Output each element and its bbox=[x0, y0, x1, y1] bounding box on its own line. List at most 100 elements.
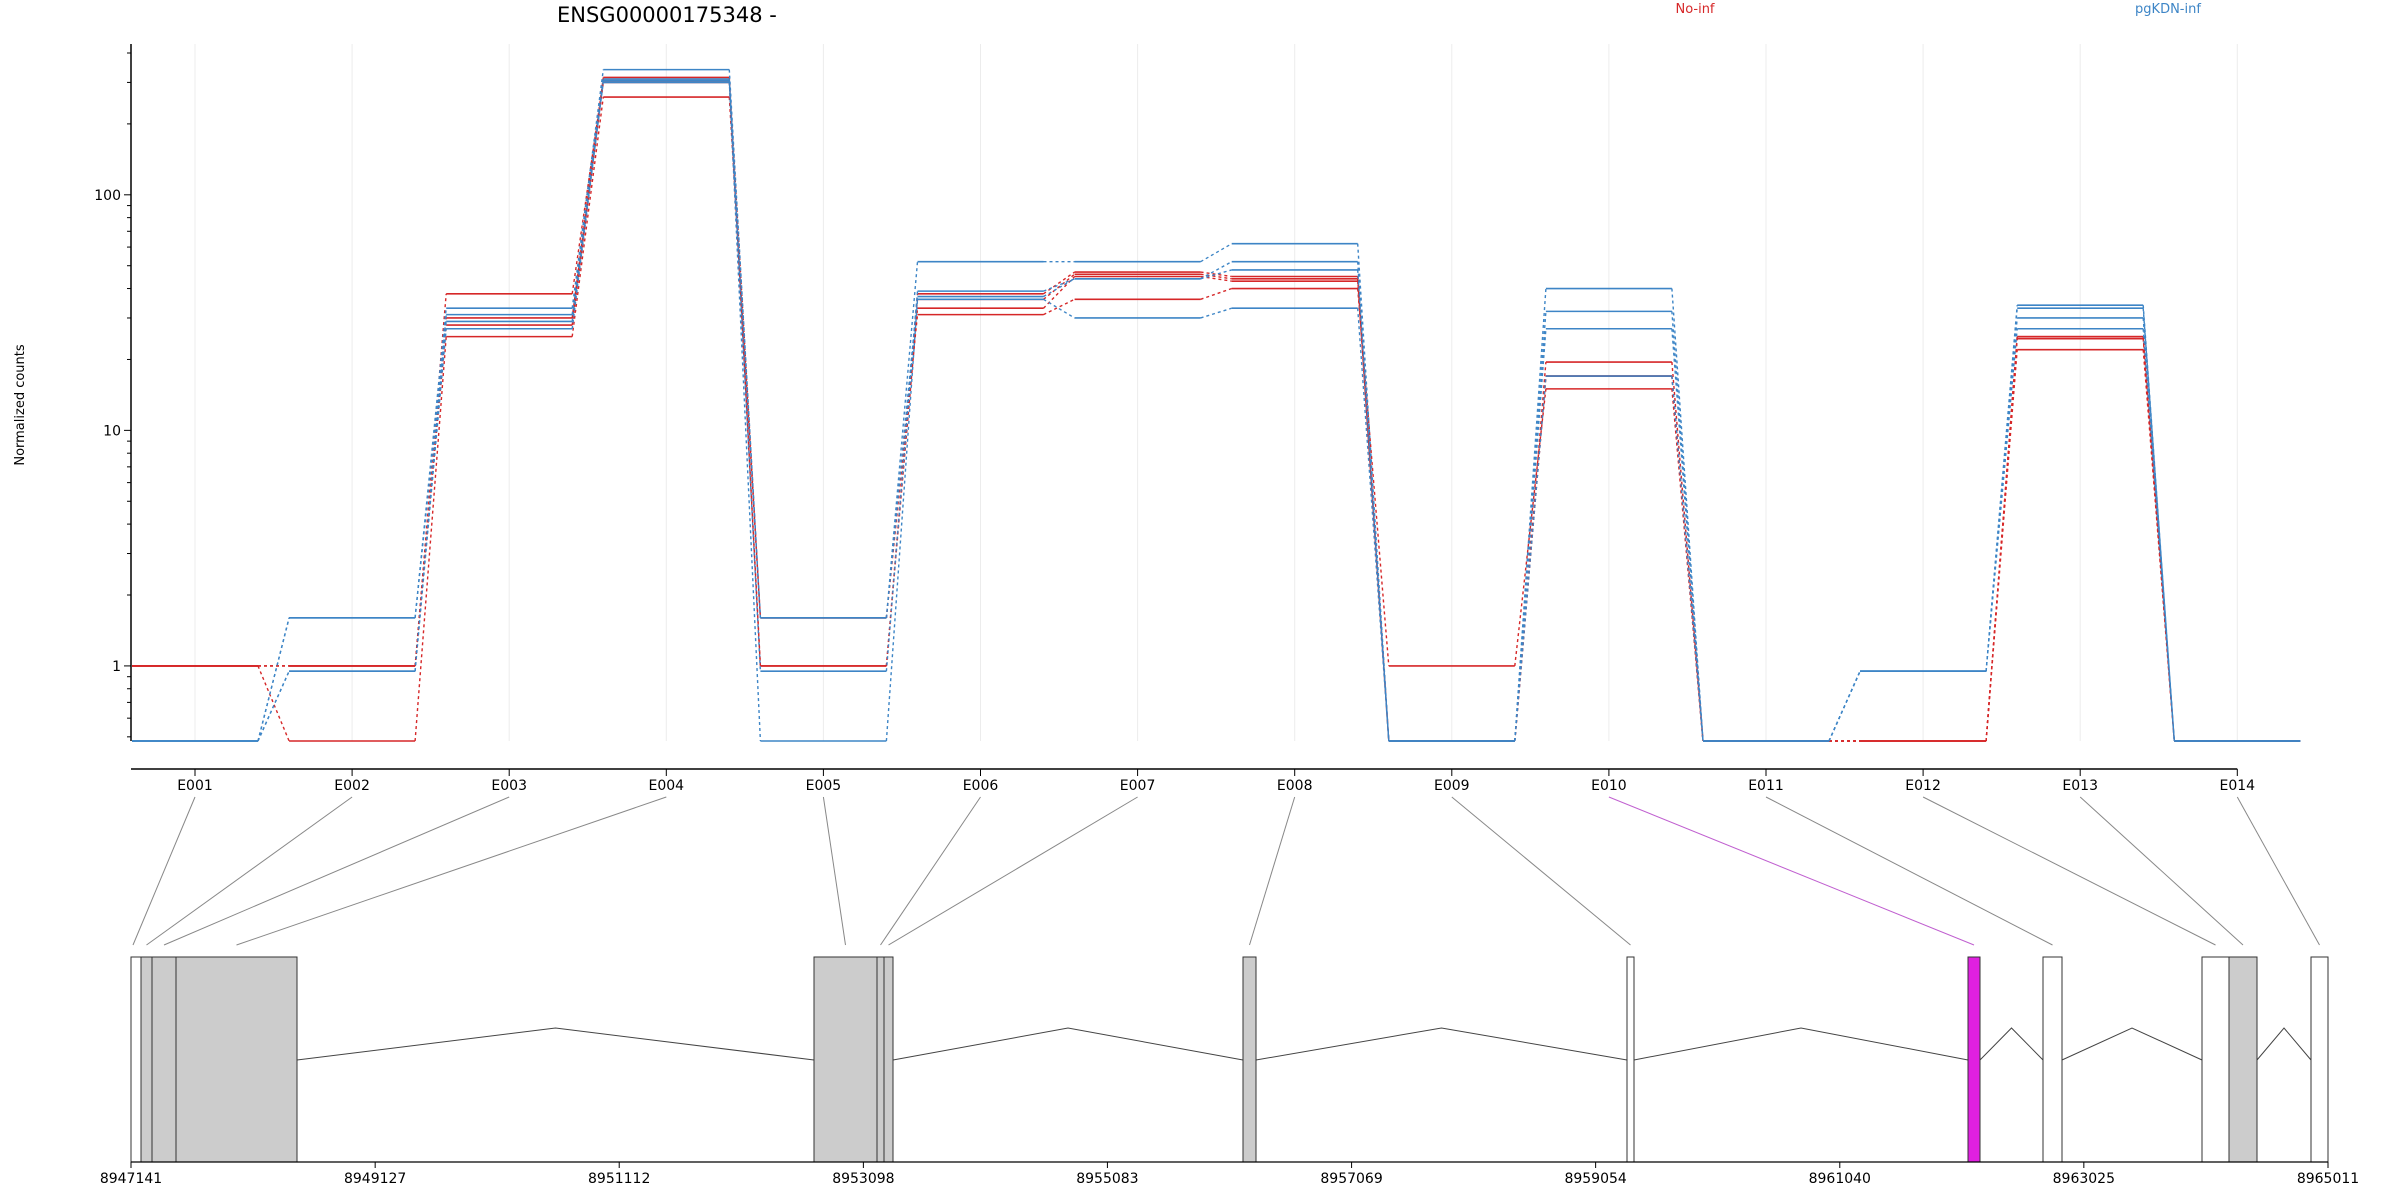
exon-connector-e013 bbox=[2079, 796, 2244, 946]
exon-box-e005 bbox=[813, 956, 878, 1163]
exon-connector-e004 bbox=[236, 796, 667, 946]
series-connector bbox=[571, 77, 604, 319]
genomic-coordinate-label: 8963025 bbox=[2053, 1171, 2115, 1187]
genomic-coordinate-label: 8951112 bbox=[588, 1171, 650, 1187]
x-tick-label-e008: E008 bbox=[1277, 778, 1313, 794]
genomic-coordinate-label: 8953098 bbox=[832, 1171, 894, 1187]
series-connector bbox=[728, 80, 762, 742]
exon-connector-e006 bbox=[880, 796, 981, 946]
y-tick-label: 10 bbox=[103, 423, 121, 439]
intron-6 bbox=[2061, 1027, 2203, 1061]
series-connector bbox=[1671, 376, 1704, 742]
series-connector bbox=[414, 321, 447, 618]
series-connector bbox=[1514, 376, 1547, 742]
series-connector bbox=[414, 317, 447, 666]
y-tick-label: 100 bbox=[94, 188, 121, 204]
series-connector bbox=[1985, 328, 2018, 672]
exon-connector-e007 bbox=[888, 796, 1138, 946]
series-5-pgkdn-inf bbox=[132, 68, 2301, 742]
intron-7 bbox=[2256, 1027, 2312, 1061]
series-connector bbox=[257, 670, 290, 742]
series-connector bbox=[1985, 338, 2018, 742]
x-tick-label-e009: E009 bbox=[1434, 778, 1470, 794]
series-connector bbox=[885, 261, 919, 618]
series-connector bbox=[1985, 317, 2018, 672]
series-connector bbox=[1200, 269, 1232, 280]
series-connector bbox=[1514, 361, 1547, 742]
genomic-coordinate-label: 8947141 bbox=[100, 1171, 162, 1187]
x-tick-label-e001: E001 bbox=[177, 778, 213, 794]
exon-box-e010 bbox=[1967, 956, 1981, 1163]
series-1-no-inf bbox=[132, 79, 2301, 742]
series-connector bbox=[1200, 243, 1233, 263]
legend-label-pgkdn-inf: pgKDN-inf bbox=[2135, 2, 2201, 17]
series-7-pgkdn-inf bbox=[132, 79, 2301, 742]
series-connector bbox=[257, 665, 290, 742]
gene-model: 8947141 8949127 8951112 8953098 8955083 89570… bbox=[100, 796, 2359, 1187]
series-connector bbox=[1985, 349, 2018, 742]
intron-1 bbox=[296, 1027, 815, 1061]
x-tick-label-e004: E004 bbox=[649, 778, 685, 794]
series-connector bbox=[1200, 271, 1232, 278]
genomic-coordinate-label: 8957069 bbox=[1320, 1171, 1382, 1187]
series-connector bbox=[571, 82, 604, 326]
exon-connector-e014 bbox=[2236, 796, 2320, 946]
series-connector bbox=[1043, 271, 1076, 295]
series-connector bbox=[571, 96, 604, 337]
intron-5 bbox=[1979, 1027, 2044, 1061]
series-connector bbox=[1514, 388, 1547, 666]
exon-box-e004 bbox=[175, 956, 298, 1163]
series-connector bbox=[414, 336, 447, 742]
x-tick-label-e011: E011 bbox=[1748, 778, 1784, 794]
genomic-coordinate-label: 8949127 bbox=[344, 1171, 406, 1187]
exon-connector-e008 bbox=[1249, 796, 1296, 946]
y-axis-label: Normalized counts bbox=[13, 344, 28, 466]
chart-title: ENSG00000175348 - bbox=[557, 3, 777, 27]
series-connector bbox=[1200, 273, 1232, 280]
genomic-coordinate-label: 8955083 bbox=[1076, 1171, 1138, 1187]
series-8-pgkdn-inf bbox=[132, 81, 2301, 742]
series-connector bbox=[1043, 298, 1075, 316]
exon-box-e012 bbox=[2201, 956, 2230, 1163]
series-connector bbox=[1200, 287, 1232, 300]
exon-connector-e012 bbox=[1922, 796, 2216, 946]
series-connector bbox=[1200, 275, 1232, 282]
exon-box-e009 bbox=[1626, 956, 1635, 1163]
series-connector bbox=[1357, 308, 1390, 742]
series-3-no-inf bbox=[132, 81, 2301, 742]
exon-connector-e009 bbox=[1451, 796, 1631, 946]
series-connector bbox=[728, 82, 762, 618]
exon-box-e011 bbox=[2042, 956, 2063, 1163]
y-tick-label: 1 bbox=[112, 659, 121, 675]
exon-connector-e003 bbox=[163, 796, 510, 946]
series-connector bbox=[1200, 307, 1232, 319]
exon-box-e013 bbox=[2228, 956, 2258, 1163]
series-connector bbox=[885, 299, 919, 742]
exon-box-e014 bbox=[2310, 956, 2329, 1163]
genomic-coordinate-label: 8965011 bbox=[2297, 1171, 2359, 1187]
series-connector bbox=[1357, 261, 1390, 742]
series-connector bbox=[257, 617, 290, 742]
series-connector bbox=[2142, 317, 2175, 742]
exon-box-e008 bbox=[1242, 956, 1257, 1163]
exon-box-e003 bbox=[151, 956, 177, 1163]
series-4-no-inf bbox=[132, 76, 2301, 742]
genomic-coordinate-label: 8961040 bbox=[1809, 1171, 1871, 1187]
series-connector bbox=[1043, 273, 1076, 300]
series-2-no-inf bbox=[132, 96, 2301, 742]
x-tick-label-e007: E007 bbox=[1120, 778, 1156, 794]
x-tick-label-e012: E012 bbox=[1905, 778, 1941, 794]
exon-connector-e001 bbox=[132, 796, 196, 946]
exon-connector-e005 bbox=[822, 796, 846, 946]
x-tick-label-e003: E003 bbox=[491, 778, 527, 794]
series-connector bbox=[571, 69, 604, 309]
series-connector bbox=[1671, 328, 1704, 742]
series-6-pgkdn-inf bbox=[132, 78, 2301, 742]
plot-area: 1 10 100 E001 E002 E003 E004 E005 E006 E007 E008 E0… bbox=[94, 44, 2301, 794]
exon-box-e001 bbox=[130, 956, 142, 1163]
intron-3 bbox=[1255, 1027, 1628, 1061]
x-tick-label-e005: E005 bbox=[806, 778, 842, 794]
exon-box-e006 bbox=[876, 956, 885, 1163]
